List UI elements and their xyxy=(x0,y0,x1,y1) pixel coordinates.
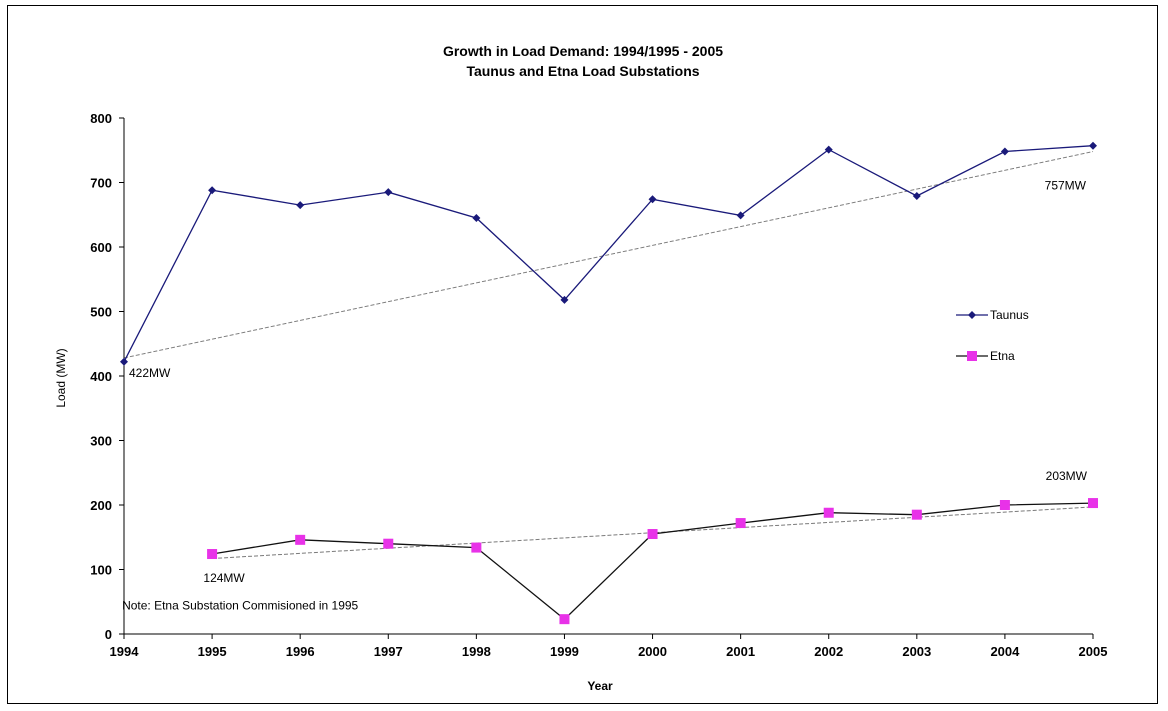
data-point-etna xyxy=(647,529,658,540)
x-tick-label: 2005 xyxy=(1079,644,1108,659)
data-point-taunus xyxy=(208,186,217,195)
legend-marker-taunus xyxy=(968,311,976,319)
data-point-taunus xyxy=(912,192,921,201)
y-tick-label: 200 xyxy=(90,498,112,513)
x-tick-label: 1994 xyxy=(110,644,140,659)
annotation-label: Note: Etna Substation Commisioned in 199… xyxy=(122,598,358,612)
data-point-taunus xyxy=(296,201,305,210)
data-point-etna xyxy=(911,509,922,520)
y-tick-label: 0 xyxy=(105,627,112,642)
annotation-label: 124MW xyxy=(203,571,245,585)
annotation-label: 422MW xyxy=(129,366,171,380)
data-point-taunus xyxy=(384,188,393,197)
data-point-etna xyxy=(1088,498,1098,509)
x-tick-label: 2000 xyxy=(638,644,667,659)
y-tick-label: 500 xyxy=(90,305,112,320)
data-point-etna xyxy=(207,549,218,560)
data-point-etna xyxy=(471,542,482,553)
data-point-etna xyxy=(823,507,834,518)
data-point-taunus xyxy=(1000,147,1009,156)
legend-label-etna: Etna xyxy=(990,349,1015,363)
data-point-taunus xyxy=(648,195,657,204)
x-tick-label: 1998 xyxy=(462,644,491,659)
data-point-etna xyxy=(999,500,1010,510)
y-tick-label: 400 xyxy=(90,369,112,384)
annotation-label: 757MW xyxy=(1045,179,1087,193)
y-tick-label: 300 xyxy=(90,434,112,449)
data-point-etna xyxy=(559,614,570,625)
data-point-etna xyxy=(383,538,394,549)
data-point-taunus xyxy=(120,357,128,366)
annotation-label: 203MW xyxy=(1046,469,1088,483)
legend-marker-etna xyxy=(967,351,977,361)
x-axis-label: Year xyxy=(587,679,613,693)
y-tick-label: 700 xyxy=(90,176,112,191)
x-tick-label: 2004 xyxy=(990,644,1020,659)
chart-title: Growth in Load Demand: 1994/1995 - 2005 xyxy=(443,43,723,59)
series-line-taunus xyxy=(123,145,1094,363)
x-tick-label: 1995 xyxy=(198,644,227,659)
legend-label-taunus: Taunus xyxy=(990,308,1029,322)
data-point-etna xyxy=(735,518,746,529)
x-tick-label: 1999 xyxy=(550,644,579,659)
x-tick-label: 1996 xyxy=(286,644,315,659)
data-point-etna xyxy=(295,534,306,545)
chart-frame: Growth in Load Demand: 1994/1995 - 2005 … xyxy=(7,5,1158,704)
trendline-taunus xyxy=(123,151,1094,359)
data-point-taunus xyxy=(472,213,481,222)
x-tick-label: 1997 xyxy=(374,644,403,659)
x-tick-label: 2001 xyxy=(726,644,755,659)
y-axis-label: Load (MW) xyxy=(54,348,68,407)
x-tick-label: 2003 xyxy=(902,644,931,659)
data-point-taunus xyxy=(824,145,833,154)
data-point-taunus xyxy=(1089,141,1097,150)
x-tick-label: 2002 xyxy=(814,644,843,659)
y-tick-label: 100 xyxy=(90,563,112,578)
line-chart: Growth in Load Demand: 1994/1995 - 2005 … xyxy=(54,43,1108,693)
y-tick-label: 800 xyxy=(90,111,112,126)
y-tick-label: 600 xyxy=(90,240,112,255)
chart-subtitle: Taunus and Etna Load Substations xyxy=(466,63,699,79)
data-point-taunus xyxy=(736,211,745,220)
data-point-taunus xyxy=(560,295,569,304)
